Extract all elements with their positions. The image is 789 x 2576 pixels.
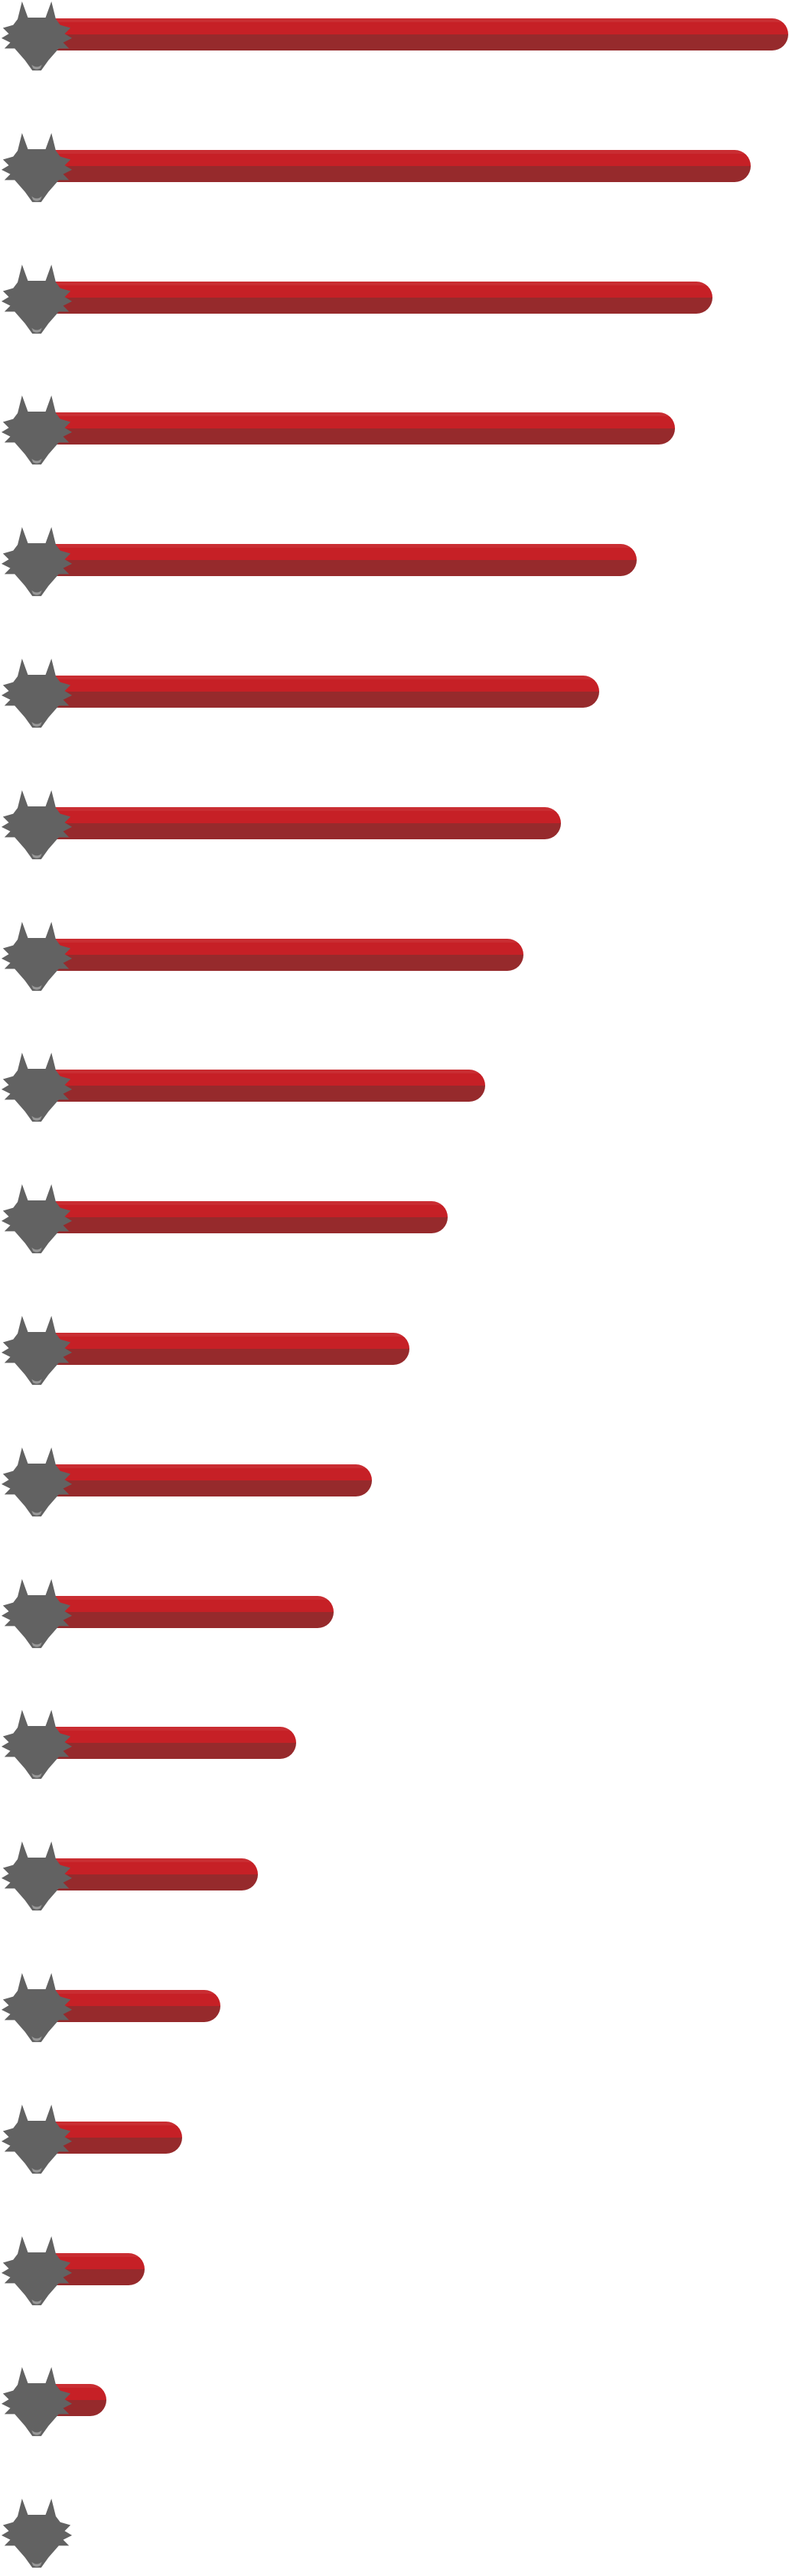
level-row <box>0 2235 789 2311</box>
level-row <box>0 0 789 77</box>
level-bar <box>31 281 712 314</box>
level-row <box>0 2103 789 2180</box>
wolf-head-icon <box>0 1051 73 1125</box>
level-bar <box>31 1070 485 1102</box>
level-bar <box>31 412 675 445</box>
wolf-head-icon <box>0 1183 73 1256</box>
wolf-head-icon <box>0 1578 73 1651</box>
level-bar <box>31 676 599 708</box>
level-bar <box>31 544 637 577</box>
wolf-head-icon <box>0 1972 73 2045</box>
wolf-head-icon <box>0 920 73 994</box>
level-bar <box>31 938 523 971</box>
level-row <box>0 1314 789 1391</box>
wolf-head-icon <box>0 2497 73 2571</box>
level-bar <box>31 1595 334 1628</box>
wolf-head-icon <box>0 2366 73 2439</box>
level-row <box>0 2366 789 2442</box>
level-bar <box>31 1858 258 1891</box>
level-bar <box>31 1201 448 1234</box>
level-row <box>0 1183 789 1259</box>
level-bar <box>31 149 751 182</box>
level-bar <box>31 806 561 839</box>
wolf-head-icon <box>0 1840 73 1913</box>
level-row <box>0 789 789 865</box>
level-row <box>0 394 789 471</box>
level-row <box>0 1578 789 1654</box>
wolf-head-icon <box>0 657 73 731</box>
level-row <box>0 920 789 997</box>
wolf-head-icon <box>0 789 73 862</box>
wolf-head-icon <box>0 2103 73 2177</box>
wolf-head-icon <box>0 394 73 467</box>
wolf-head-icon <box>0 0 73 73</box>
level-bar <box>31 18 788 50</box>
level-row <box>0 657 789 734</box>
level-row <box>0 132 789 208</box>
level-row <box>0 1972 789 2048</box>
wolf-head-icon <box>0 526 73 599</box>
level-row <box>0 1446 789 1522</box>
wolf-head-icon <box>0 2235 73 2308</box>
level-bar <box>31 1333 409 1365</box>
level-row <box>0 263 789 340</box>
level-row <box>0 2497 789 2574</box>
level-bar <box>31 1727 296 1760</box>
wolf-head-icon <box>0 1314 73 1388</box>
level-row <box>0 1840 789 1917</box>
level-bar <box>31 1464 372 1496</box>
wolf-head-icon <box>0 1708 73 1782</box>
wolf-head-icon <box>0 1446 73 1519</box>
level-row <box>0 1051 789 1128</box>
level-row <box>0 526 789 602</box>
wolf-head-icon <box>0 132 73 205</box>
level-row <box>0 1708 789 1785</box>
wolf-head-icon <box>0 263 73 337</box>
